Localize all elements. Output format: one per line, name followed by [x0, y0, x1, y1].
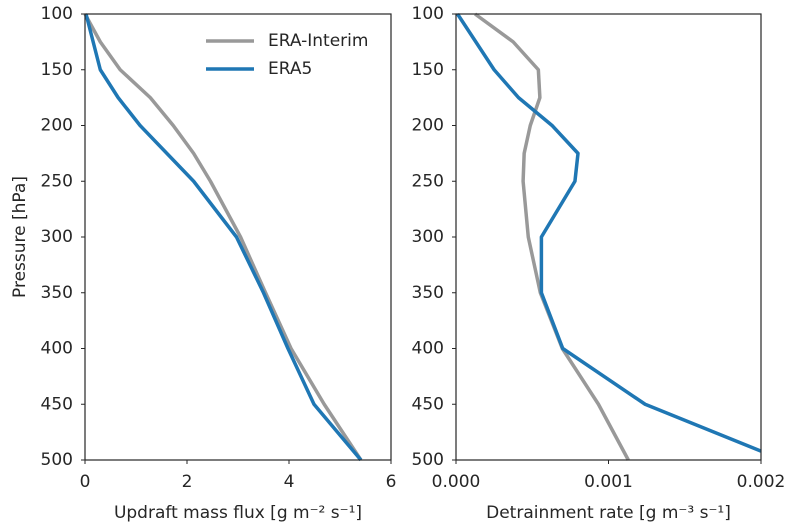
x-tick-label: 0.000	[432, 472, 481, 492]
x-tick-label: 6	[386, 472, 397, 492]
x-tick-label: 4	[284, 472, 295, 492]
y-tick-label: 350	[412, 283, 444, 303]
x-tick-label: 0.002	[737, 472, 786, 492]
y-axis-label: Pressure [hPa]	[10, 176, 30, 298]
y-tick-label: 200	[412, 116, 444, 136]
x-tick-label: 0	[80, 472, 91, 492]
axes-frame	[455, 13, 762, 461]
x-tick-label: 0.001	[584, 472, 633, 492]
series-line	[84, 13, 363, 462]
series-line	[83, 13, 363, 461]
x-axis-label: Detrainment rate [g m⁻³ s⁻¹]	[486, 503, 731, 523]
legend-label: ERA-Interim	[268, 31, 368, 51]
x-tick-label: 2	[182, 472, 193, 492]
y-tick-label: 100	[412, 4, 444, 24]
series-line	[474, 12, 630, 461]
y-tick-label: 300	[412, 227, 444, 247]
legend-label: ERA5	[268, 59, 312, 79]
series-line	[456, 13, 762, 453]
y-tick-label: 450	[412, 394, 444, 414]
y-tick-label: 100	[41, 4, 73, 24]
y-tick-label: 250	[41, 171, 73, 191]
y-tick-label: 350	[41, 283, 73, 303]
y-tick-label: 500	[41, 450, 73, 470]
y-tick-label: 150	[41, 60, 73, 80]
y-tick-label: 250	[412, 171, 444, 191]
y-tick-label: 400	[412, 339, 444, 359]
x-axis-label: Updraft mass flux [g m⁻² s⁻¹]	[114, 503, 362, 523]
y-tick-label: 200	[41, 116, 73, 136]
y-tick-label: 150	[412, 60, 444, 80]
y-tick-label: 450	[41, 394, 73, 414]
y-tick-label: 400	[41, 339, 73, 359]
y-tick-label: 300	[41, 227, 73, 247]
y-tick-label: 500	[412, 450, 444, 470]
axes-frame	[84, 13, 392, 461]
